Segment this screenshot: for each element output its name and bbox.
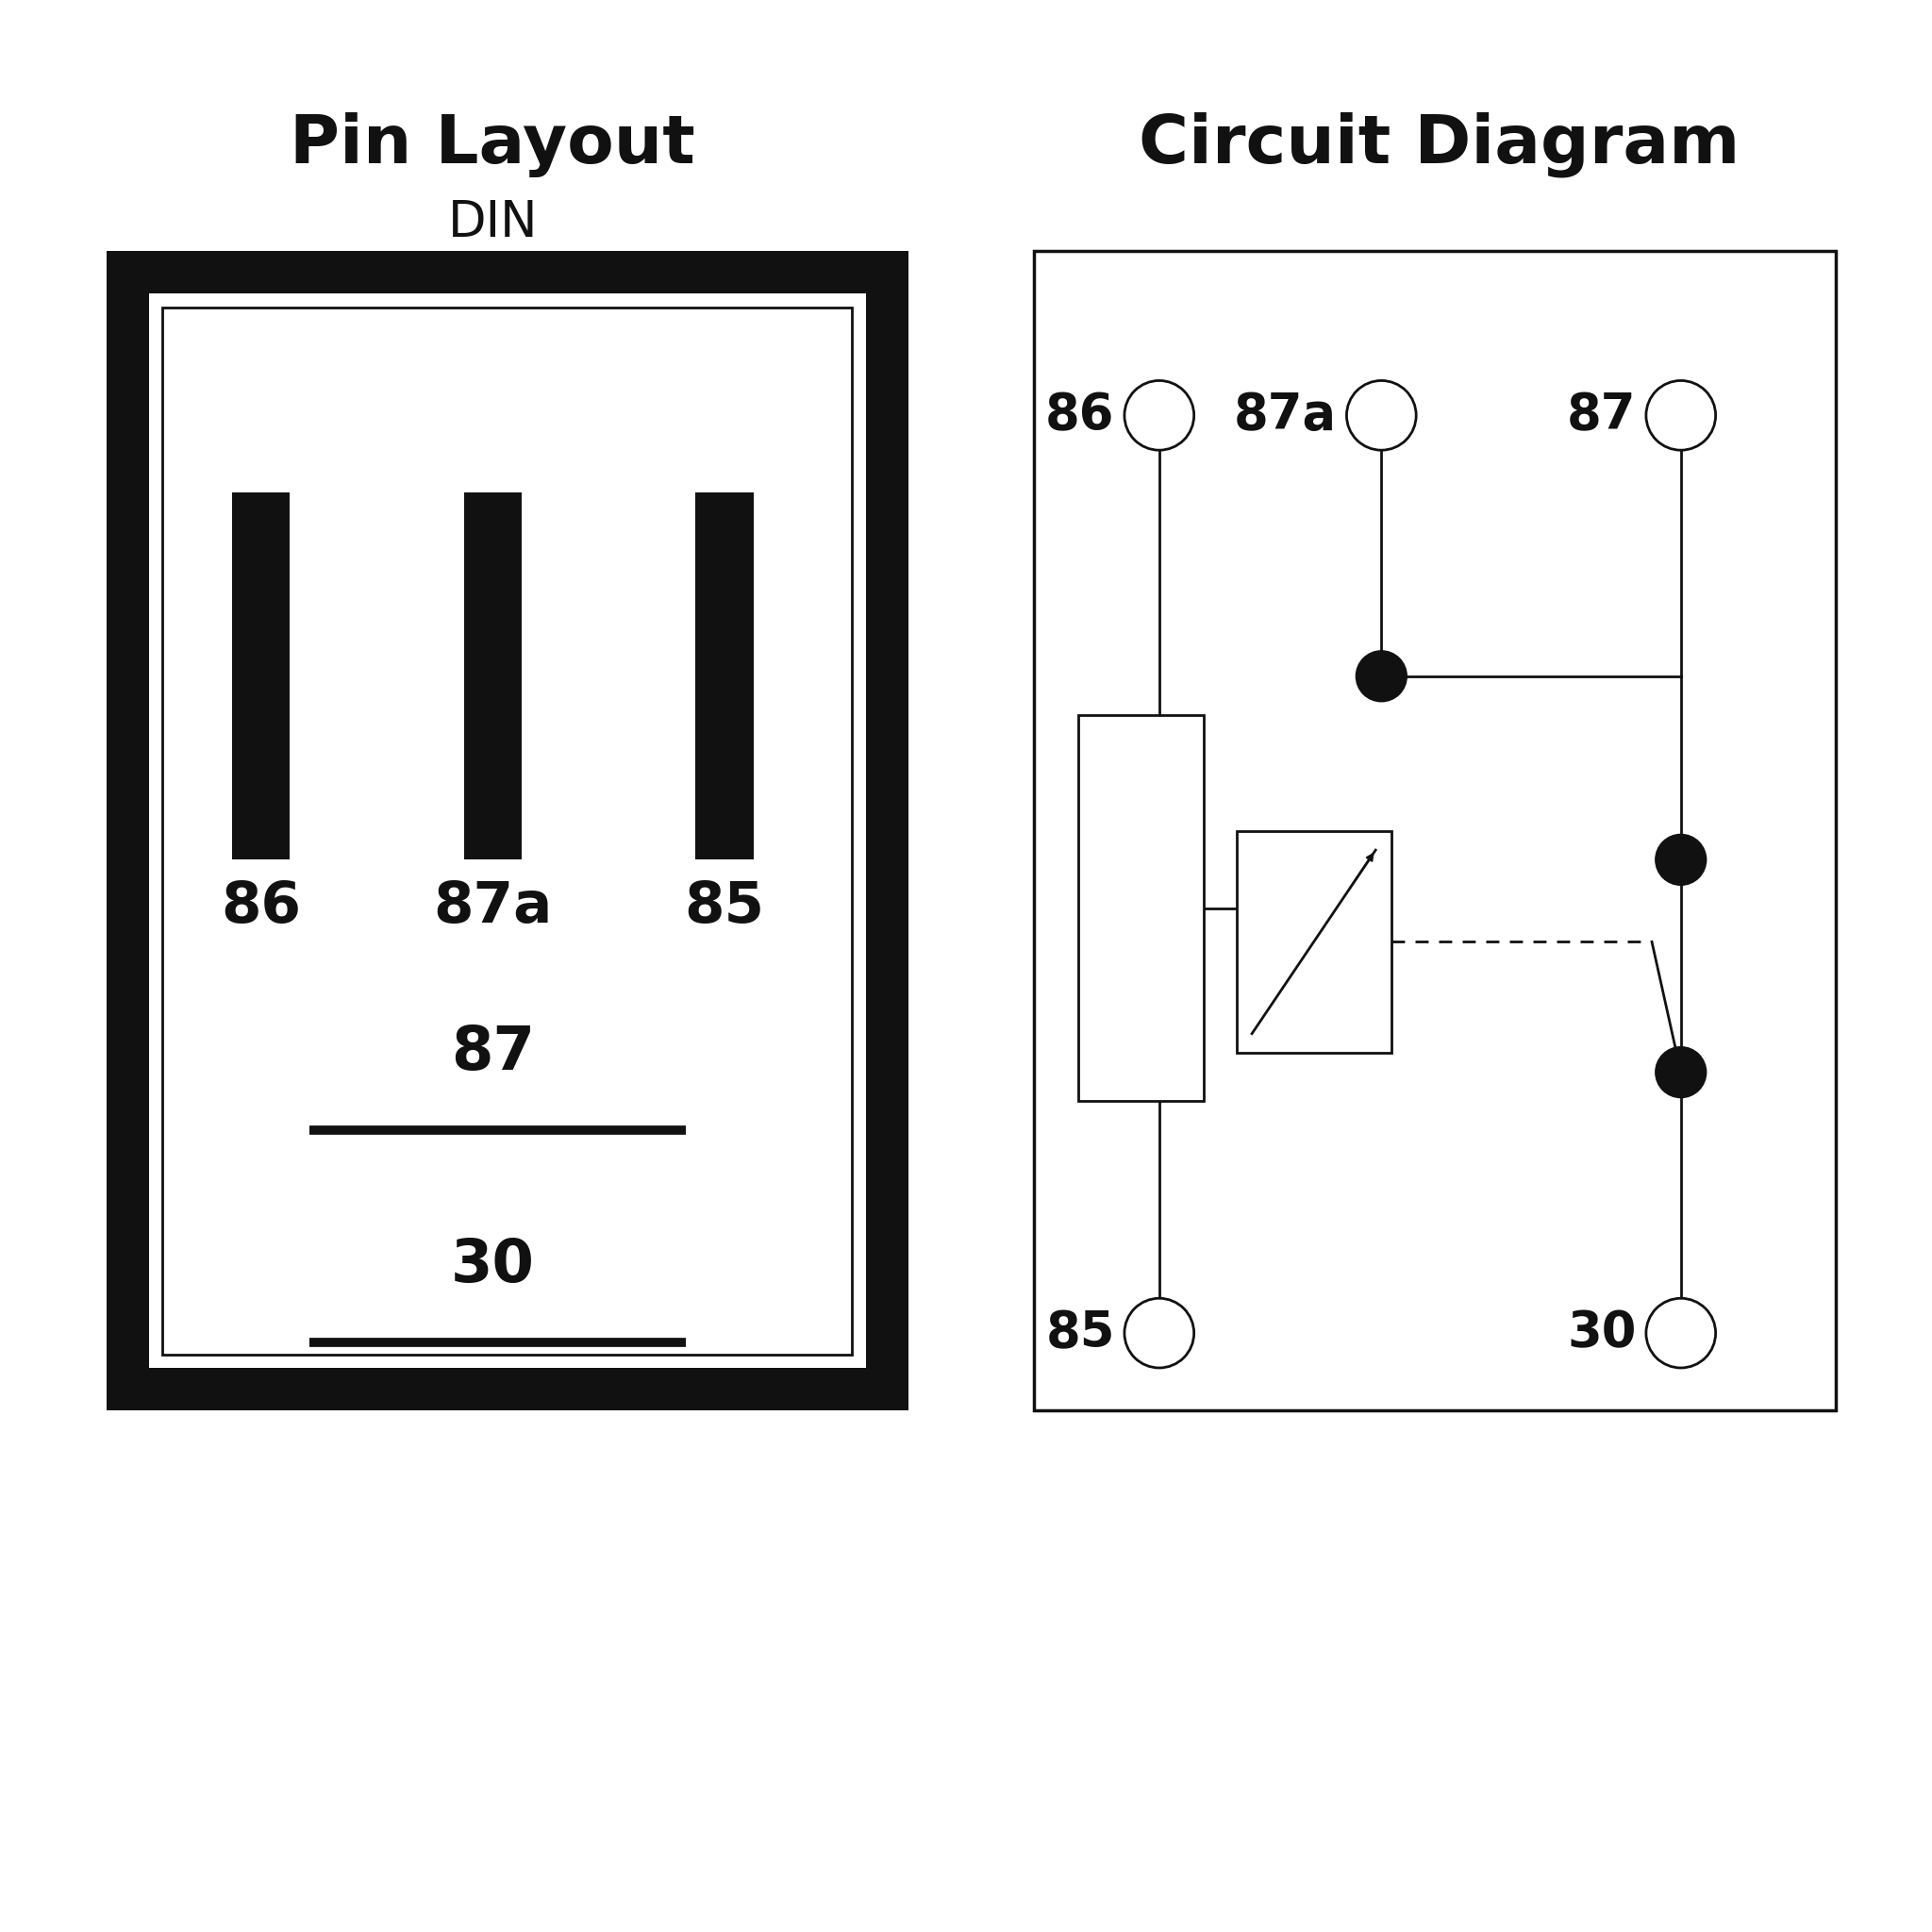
Circle shape <box>1654 835 1708 885</box>
Text: 87: 87 <box>450 1024 535 1082</box>
Text: 87: 87 <box>1567 390 1636 440</box>
Bar <box>1034 251 1835 1410</box>
Circle shape <box>1124 381 1194 450</box>
Bar <box>232 493 290 860</box>
Text: 30: 30 <box>1567 1308 1636 1358</box>
Text: 86: 86 <box>220 879 301 935</box>
Text: Pin Layout: Pin Layout <box>290 112 696 178</box>
Circle shape <box>1646 381 1716 450</box>
Text: 87a: 87a <box>1235 390 1337 440</box>
Bar <box>149 294 866 1368</box>
Text: Circuit Diagram: Circuit Diagram <box>1138 112 1741 178</box>
Text: 87a: 87a <box>433 879 553 935</box>
Circle shape <box>1124 1298 1194 1368</box>
Circle shape <box>1646 1298 1716 1368</box>
Text: DIN: DIN <box>448 197 537 247</box>
Text: 86: 86 <box>1045 390 1115 440</box>
Circle shape <box>1654 1047 1708 1097</box>
Text: 85: 85 <box>1045 1308 1115 1358</box>
Bar <box>1078 715 1204 1101</box>
Bar <box>1236 831 1391 1053</box>
Bar <box>106 251 908 1410</box>
Bar <box>696 493 753 860</box>
Bar <box>162 307 852 1354</box>
Circle shape <box>1347 381 1416 450</box>
Text: 85: 85 <box>684 879 765 935</box>
Circle shape <box>1356 649 1406 701</box>
Bar <box>464 493 522 860</box>
Text: 30: 30 <box>450 1236 535 1294</box>
